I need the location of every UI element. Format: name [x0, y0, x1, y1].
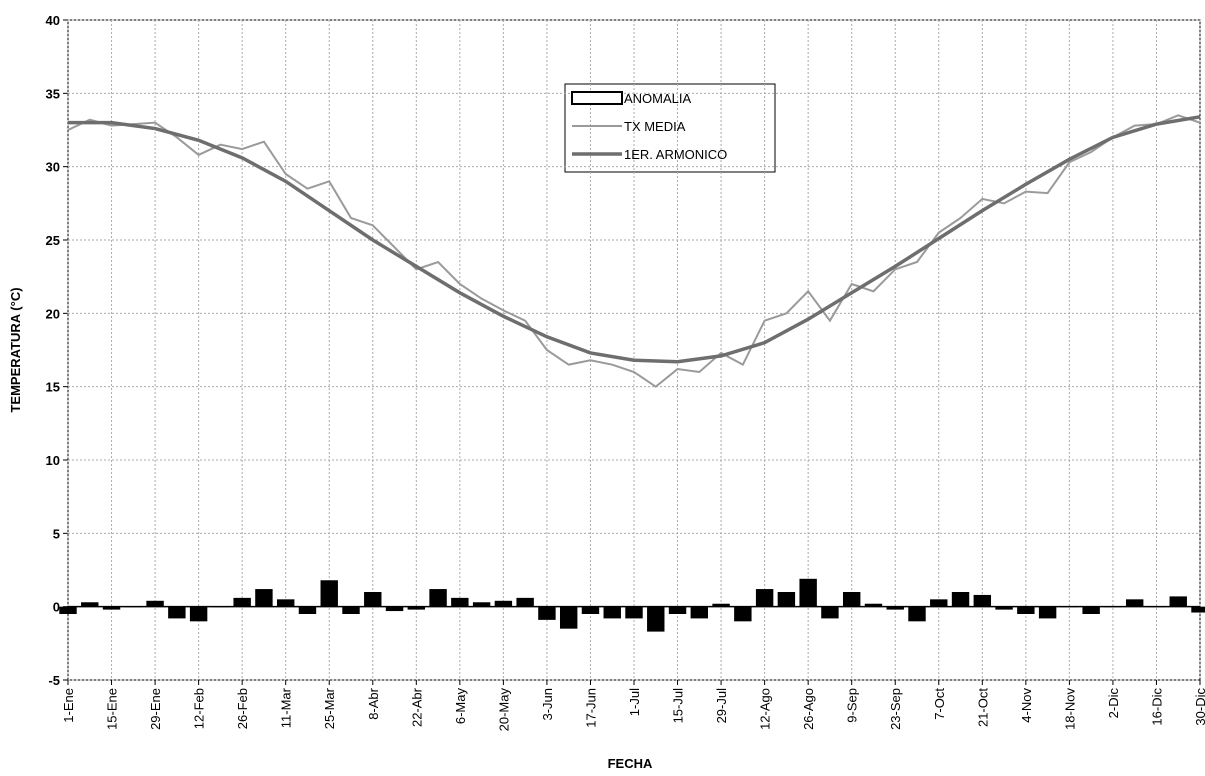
anomaly-bar	[581, 606, 600, 614]
x-tick-label: 7-Oct	[932, 688, 947, 720]
anomaly-bar	[712, 603, 730, 607]
x-tick-label: 1-Ene	[61, 688, 76, 723]
anomaly-bar	[298, 606, 317, 614]
anomaly-bar	[603, 606, 621, 619]
anomaly-bar	[451, 597, 469, 607]
y-tick-label: 0	[53, 600, 60, 615]
anomaly-bar	[211, 606, 230, 608]
anomaly-bar	[821, 606, 839, 619]
x-tick-label: 1-Jul	[627, 688, 642, 716]
series-line	[68, 115, 1201, 364]
anomaly-bar	[146, 600, 164, 607]
anomaly-bar	[472, 602, 491, 607]
anomaly-bar	[168, 606, 186, 619]
anomaly-bar	[886, 606, 904, 610]
anomaly-bar	[690, 606, 709, 619]
anomaly-bar	[625, 606, 643, 619]
legend-label: 1ER. ARMONICO	[624, 147, 727, 162]
x-tick-label: 15-Jul	[671, 688, 686, 724]
anomaly-bar	[559, 606, 578, 629]
anomaly-bar	[799, 578, 817, 607]
anomaly-bar	[1017, 606, 1035, 614]
anomaly-bar	[364, 592, 382, 607]
anomaly-bar	[538, 606, 556, 620]
anomaly-bar	[407, 606, 426, 610]
x-tick-label: 11-Mar	[279, 687, 294, 728]
anomaly-bar	[777, 592, 796, 607]
anomaly-bar	[494, 600, 513, 607]
anomaly-bar	[429, 589, 447, 607]
legend-label: TX MEDIA	[624, 119, 686, 134]
anomaly-bar	[1038, 606, 1057, 619]
x-tick-label: 3-Jun	[540, 688, 555, 721]
anomaly-bar	[842, 592, 861, 607]
y-tick-label: 35	[46, 86, 60, 101]
anomaly-bar	[908, 606, 926, 622]
anomaly-bar	[385, 606, 404, 612]
anomaly-bar	[755, 589, 774, 607]
y-tick-label: 40	[46, 13, 60, 28]
x-tick-label: 20-May	[496, 688, 511, 732]
anomaly-bar	[951, 592, 970, 607]
anomaly-bar	[930, 599, 948, 607]
y-tick-label: 15	[46, 380, 60, 395]
anomaly-bar	[973, 594, 992, 607]
y-tick-label: 5	[53, 526, 60, 541]
x-tick-label: 22-Abr	[409, 687, 424, 727]
anomaly-bar	[864, 603, 883, 607]
x-tick-label: 2-Dic	[1106, 688, 1121, 719]
x-tick-label: 16-Dic	[1149, 688, 1164, 726]
y-tick-label: 20	[46, 306, 60, 321]
anomaly-bar	[320, 580, 338, 607]
anomaly-bar	[189, 606, 208, 622]
x-tick-label: 18-Nov	[1062, 688, 1077, 730]
x-tick-label: 29-Jul	[714, 688, 729, 724]
anomaly-bar	[647, 606, 665, 632]
x-tick-label: 9-Sep	[845, 688, 860, 723]
x-tick-label: 26-Ago	[801, 688, 816, 730]
anomaly-bar	[995, 606, 1013, 610]
x-axis-label: FECHA	[608, 756, 653, 771]
x-tick-label: 23-Sep	[888, 688, 903, 730]
y-axis-label: TEMPERATURA (°C)	[8, 287, 23, 412]
anomaly-bar	[342, 606, 360, 614]
series-line	[67, 114, 1201, 388]
x-tick-label: 12-Ago	[758, 688, 773, 730]
anomaly-bar	[81, 602, 99, 607]
anomaly-bar	[124, 606, 143, 608]
y-tick-label: 25	[46, 233, 60, 248]
anomaly-bar	[1125, 599, 1144, 607]
anomaly-bar	[668, 606, 687, 614]
anomaly-bar	[233, 597, 251, 607]
anomaly-bar	[276, 599, 295, 607]
x-tick-label: 29-Ene	[148, 688, 163, 730]
x-tick-label: 17-Jun	[583, 688, 598, 728]
x-tick-label: 6-May	[453, 688, 468, 725]
anomaly-bar	[1104, 606, 1122, 608]
x-tick-label: 26-Feb	[235, 688, 250, 729]
anomaly-bar	[1060, 606, 1079, 608]
legend-label: ANOMALIA	[624, 91, 692, 106]
y-tick-label: 30	[46, 160, 60, 175]
legend-swatch	[571, 91, 623, 105]
anomaly-bar	[1191, 606, 1205, 613]
x-tick-label: 8-Abr	[366, 687, 381, 719]
anomaly-bar	[255, 589, 273, 607]
y-tick-label: -5	[48, 673, 60, 688]
x-tick-label: 4-Nov	[1019, 688, 1034, 723]
anomaly-bar	[102, 606, 121, 610]
anomaly-bar	[1169, 596, 1187, 607]
x-tick-label: 30-Dic	[1193, 688, 1205, 726]
y-tick-label: 10	[46, 453, 60, 468]
anomaly-bar	[1147, 606, 1166, 608]
anomaly-bar	[59, 606, 77, 614]
x-tick-label: 12-Feb	[192, 688, 207, 729]
x-tick-label: 25-Mar	[322, 687, 337, 729]
x-tick-label: 21-Oct	[975, 688, 990, 727]
anomaly-bar	[734, 606, 752, 622]
anomaly-bar	[1082, 606, 1100, 614]
anomaly-bar	[516, 597, 534, 607]
x-tick-label: 15-Ene	[105, 688, 120, 730]
